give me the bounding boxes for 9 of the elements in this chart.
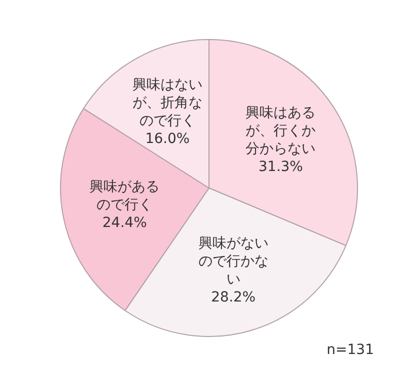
data-label: 24.4%	[102, 214, 147, 231]
slice-label: 興味はあるが、行くか分からない	[246, 104, 316, 157]
data-label: 31.3%	[258, 158, 303, 175]
slice-label: 興味はないが、折角なので行く	[132, 77, 202, 130]
data-label: 16.0%	[145, 131, 190, 148]
data-label: 28.2%	[211, 289, 256, 306]
slice-label: 興味がないので行かない	[198, 235, 268, 288]
slice-label: 興味があるので行く	[90, 178, 160, 213]
text: n=131	[326, 342, 374, 358]
